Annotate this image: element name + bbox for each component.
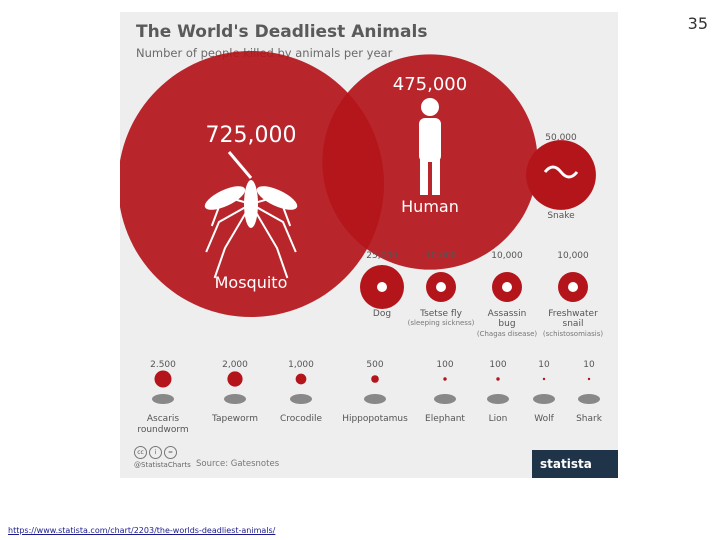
value-label-mosquito: 725,000: [206, 123, 297, 148]
slide-number: 35: [687, 14, 708, 33]
category-label: Freshwater: [548, 309, 598, 319]
category-label: bug: [498, 319, 515, 329]
value-label: 10,000: [425, 251, 457, 261]
crocodile-icon: [290, 394, 312, 404]
bubble-shark: [587, 377, 591, 381]
bubble-hippopotamus: [371, 375, 379, 383]
mosquito-wing: [256, 186, 298, 210]
note-label: (sleeping sickness): [408, 319, 475, 327]
mosquito-leg: [250, 203, 289, 279]
snail-icon: [568, 282, 578, 292]
category-label-mosquito: Mosquito: [215, 273, 288, 292]
mosquito-leg: [213, 203, 252, 279]
value-label: 25,000: [366, 251, 398, 261]
category-label-human: Human: [401, 197, 459, 216]
bubble-tapeworm: [227, 371, 243, 387]
category-label: Wolf: [534, 414, 554, 424]
human-leg: [432, 157, 440, 195]
worm-icon: [152, 394, 174, 404]
note-label: (schistosomiasis): [543, 330, 604, 338]
no-derivatives-icon: =: [164, 446, 177, 459]
lion-icon: [487, 394, 509, 404]
category-label: snail: [563, 319, 584, 329]
human-icon: [421, 98, 439, 116]
value-label: 10,000: [557, 251, 589, 261]
mosquito-wing: [204, 186, 246, 210]
category-label: Hippopotamus: [342, 414, 408, 424]
fly-icon: [436, 282, 446, 292]
value-label: 10: [583, 360, 595, 370]
value-label: 1,000: [288, 360, 314, 370]
category-label: Assassin: [488, 309, 527, 319]
category-label: Tsetse fly: [419, 309, 463, 319]
human-torso: [419, 118, 441, 162]
mosquito-leg: [205, 203, 252, 253]
hippopotamus-icon: [364, 394, 386, 404]
category-label: Shark: [576, 414, 603, 424]
value-label: 2.500: [150, 360, 176, 370]
value-label: 100: [436, 360, 453, 370]
license-icons: cc i =: [134, 446, 179, 459]
category-label: Elephant: [425, 414, 465, 424]
category-label-snake: Snake: [547, 211, 575, 221]
value-label-human: 475,000: [393, 74, 467, 95]
bug-icon: [502, 282, 512, 292]
category-label: Dog: [373, 309, 391, 319]
category-label: Crocodile: [280, 414, 322, 424]
dog-icon: [377, 282, 387, 292]
mosquito-leg: [250, 203, 297, 253]
source-note: Source: Gatesnotes: [196, 459, 280, 469]
bubble-elephant: [443, 377, 447, 381]
bubble-snake: [526, 140, 596, 210]
cc-icon: cc: [134, 446, 147, 459]
value-label: 100: [489, 360, 506, 370]
category-label: roundworm: [137, 425, 188, 435]
attribution-icon: i: [149, 446, 162, 459]
bubble-chart: 725,000 Mosquito 475,000 Human 50,000 Snake 25…: [120, 51, 604, 435]
value-label: 10: [538, 360, 550, 370]
bubble-ascaris-roundworm: [154, 370, 172, 388]
category-label: Tapeworm: [211, 414, 258, 424]
category-label: Ascaris: [147, 414, 180, 424]
shark-icon: [578, 394, 600, 404]
bubble-lion: [496, 377, 500, 381]
statista-handle: @StatistaCharts: [134, 461, 191, 469]
note-label: (Chagas disease): [477, 330, 538, 338]
value-label: 2,000: [222, 360, 248, 370]
statista-logo: statista: [532, 450, 618, 478]
category-label: Lion: [489, 414, 508, 424]
value-label: 500: [366, 360, 383, 370]
bubble-wolf: [542, 377, 546, 381]
human-leg: [420, 157, 428, 195]
value-label-snake: 50,000: [545, 133, 577, 143]
infographic-panel: The World's Deadliest Animals Number of …: [120, 12, 618, 478]
elephant-icon: [434, 394, 456, 404]
wolf-icon: [533, 394, 555, 404]
source-link[interactable]: https://www.statista.com/chart/2203/the-…: [8, 526, 276, 535]
bubble-crocodile: [295, 373, 307, 385]
snake-icon: [543, 165, 579, 179]
mosquito-proboscis: [227, 151, 253, 179]
value-label: 10,000: [491, 251, 523, 261]
chart-title: The World's Deadliest Animals: [136, 22, 428, 42]
tapeworm-icon: [224, 394, 246, 404]
